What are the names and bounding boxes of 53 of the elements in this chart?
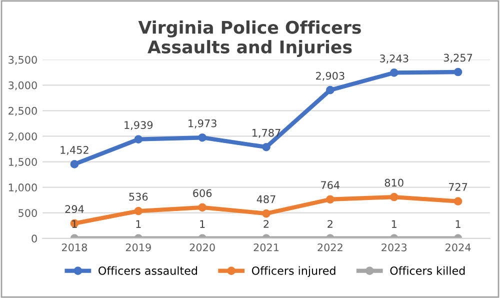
data-label: 764: [321, 181, 340, 190]
x-tick-label: 2021: [254, 243, 279, 252]
data-label: 3,257: [444, 54, 472, 63]
point: [134, 135, 143, 144]
data-label: 1: [392, 220, 396, 228]
y-tick-label: 3,000: [8, 81, 37, 90]
point: [198, 203, 206, 212]
data-label: 3,243: [380, 54, 408, 64]
x-tick-label: 2024: [446, 243, 471, 252]
data-label: 1: [136, 220, 141, 228]
point: [262, 142, 270, 152]
point: [134, 206, 143, 216]
point: [390, 68, 398, 77]
data-label: 1,787: [252, 128, 280, 138]
data-label: 294: [65, 205, 84, 214]
data-label: 1,452: [60, 146, 88, 155]
data-label: 1: [72, 220, 77, 228]
data-label: 2,903: [316, 72, 344, 81]
data-label: 606: [193, 189, 212, 198]
x-tick-label: 2018: [62, 243, 88, 252]
data-label: 727: [448, 183, 468, 191]
y-tick-label: 2,000: [8, 132, 37, 142]
y-tick-label: 500: [18, 209, 37, 217]
point: [198, 133, 206, 142]
point: [262, 209, 270, 218]
data-label: 536: [129, 192, 148, 201]
x-tick-label: 2023: [382, 243, 407, 252]
y-tick-label: 0: [32, 234, 37, 243]
point: [326, 86, 334, 94]
x-tick-label: 2022: [318, 243, 342, 252]
y-tick-label: 1,500: [8, 158, 37, 167]
point: [70, 160, 79, 168]
y-tick-label: 2,500: [8, 106, 37, 116]
chart-title: Virginia Police Officers Assaults and Injuries: [138, 20, 361, 57]
data-label: 1,973: [188, 119, 216, 128]
x-tick-label: 2020: [190, 243, 215, 252]
point: [326, 195, 334, 204]
data-label: 2: [328, 220, 332, 228]
point: [454, 197, 462, 206]
data-label: 810: [384, 178, 404, 187]
point: [390, 192, 398, 202]
x-tick-label: 2019: [126, 243, 151, 252]
point: [454, 68, 462, 76]
legend-label: Officers assaulted: [98, 266, 197, 275]
y-tick-label: 3,500: [8, 56, 37, 65]
legend-label: Officers killed: [390, 266, 465, 275]
data-label: 487: [256, 195, 276, 204]
data-label: 1: [456, 220, 460, 228]
data-label: 1,939: [124, 121, 153, 130]
data-label: 1: [200, 220, 205, 228]
y-tick-label: 1,000: [8, 184, 37, 192]
legend-label: Officers injured: [252, 266, 336, 278]
data-label: 2: [264, 220, 269, 228]
